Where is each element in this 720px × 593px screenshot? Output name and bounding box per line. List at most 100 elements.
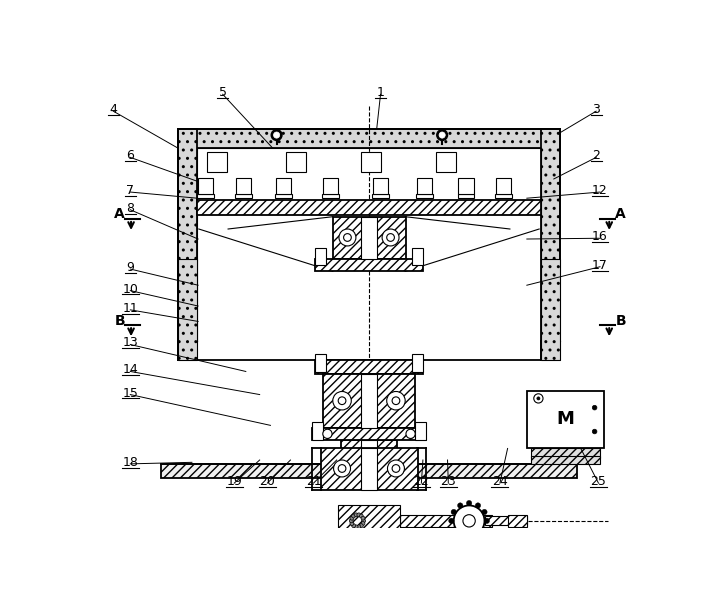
Circle shape [475, 503, 481, 508]
Text: 13: 13 [122, 336, 138, 349]
Text: 25: 25 [590, 475, 606, 488]
Circle shape [361, 522, 365, 525]
Text: B: B [616, 314, 626, 328]
Bar [178, 129, 560, 148]
Bar [312, 422, 323, 440]
Bar [276, 178, 291, 193]
Circle shape [351, 514, 356, 518]
Circle shape [537, 397, 540, 400]
Circle shape [482, 527, 487, 533]
Circle shape [484, 518, 490, 524]
Bar [400, 515, 492, 527]
Bar [361, 374, 377, 428]
Bar [312, 428, 426, 440]
Bar [235, 178, 251, 193]
Bar [378, 458, 392, 464]
Circle shape [350, 522, 354, 525]
Circle shape [357, 513, 361, 517]
Circle shape [392, 465, 400, 473]
Bar [322, 193, 339, 198]
Bar [496, 178, 511, 193]
Bar [436, 152, 456, 172]
Circle shape [382, 229, 399, 246]
Circle shape [351, 524, 356, 528]
Circle shape [350, 517, 354, 520]
Bar [361, 152, 382, 172]
Bar [459, 178, 474, 193]
Text: M: M [557, 410, 575, 428]
Circle shape [593, 429, 597, 434]
Text: 5: 5 [219, 86, 227, 99]
Text: 10: 10 [122, 283, 138, 295]
Bar [417, 178, 432, 193]
Bar [315, 360, 423, 374]
Text: 2: 2 [593, 149, 600, 162]
Text: A: A [616, 208, 626, 221]
Text: 11: 11 [122, 302, 138, 315]
Circle shape [467, 536, 472, 541]
Bar [198, 178, 213, 193]
Bar [541, 259, 560, 360]
Bar [207, 152, 227, 172]
Text: 16: 16 [592, 230, 608, 243]
Bar [415, 422, 426, 440]
Circle shape [359, 514, 363, 518]
Bar [372, 193, 389, 198]
Circle shape [406, 429, 415, 438]
Circle shape [451, 527, 456, 533]
Bar [321, 448, 418, 490]
Bar [416, 193, 433, 198]
Text: 24: 24 [492, 475, 508, 488]
Circle shape [463, 515, 475, 527]
Bar [178, 129, 197, 360]
Text: 9: 9 [127, 261, 134, 274]
Circle shape [343, 234, 351, 241]
Text: 8: 8 [126, 202, 135, 215]
Circle shape [361, 517, 365, 520]
Bar [338, 505, 400, 536]
Bar [457, 193, 474, 198]
Circle shape [333, 391, 351, 410]
Bar [361, 440, 377, 448]
Circle shape [534, 394, 543, 403]
Text: 21: 21 [306, 475, 321, 488]
Bar [373, 178, 388, 193]
Circle shape [451, 509, 456, 515]
Circle shape [449, 518, 454, 524]
Text: 23: 23 [441, 475, 456, 488]
Circle shape [439, 132, 445, 138]
Bar [275, 193, 292, 198]
Text: 12: 12 [592, 184, 608, 197]
Bar [412, 354, 423, 372]
Bar [342, 458, 356, 464]
Circle shape [323, 429, 332, 438]
Bar [341, 440, 397, 464]
Circle shape [457, 534, 463, 539]
Circle shape [475, 534, 481, 539]
Text: 20: 20 [259, 475, 275, 488]
Circle shape [457, 503, 463, 508]
Bar [178, 340, 197, 360]
Circle shape [387, 234, 395, 241]
Bar [323, 374, 415, 428]
Circle shape [361, 519, 366, 523]
Bar [361, 216, 377, 259]
Bar [161, 464, 577, 478]
Bar [235, 193, 252, 198]
Circle shape [392, 397, 400, 404]
Circle shape [338, 465, 346, 473]
Circle shape [274, 132, 279, 138]
Bar [360, 458, 374, 464]
Bar [334, 450, 404, 464]
Text: 14: 14 [122, 364, 138, 377]
Circle shape [357, 525, 361, 529]
Bar [333, 216, 406, 259]
Bar [178, 259, 197, 360]
Bar [531, 456, 600, 464]
Circle shape [467, 500, 472, 506]
Text: 3: 3 [593, 103, 600, 116]
Circle shape [349, 519, 354, 523]
Bar [527, 391, 604, 448]
Bar [508, 515, 527, 527]
Bar [286, 152, 306, 172]
